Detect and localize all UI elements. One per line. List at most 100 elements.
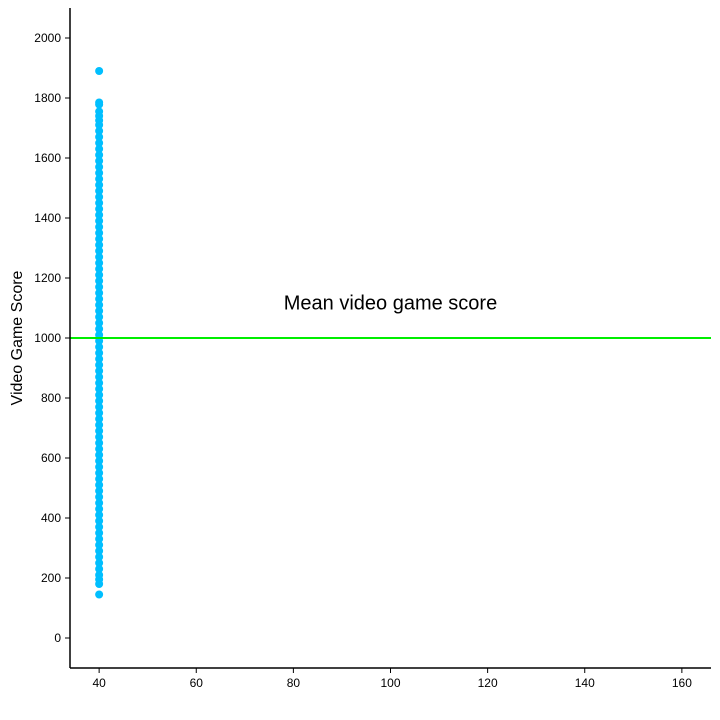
data-point bbox=[95, 319, 104, 327]
plot-area: Mean video game score bbox=[70, 67, 711, 599]
y-tick-label: 1000 bbox=[34, 331, 61, 345]
y-tick-label: 1200 bbox=[34, 271, 61, 285]
data-point bbox=[95, 139, 104, 147]
data-point bbox=[95, 283, 104, 291]
data-point bbox=[95, 229, 104, 237]
data-point bbox=[95, 67, 104, 75]
data-point bbox=[95, 253, 104, 261]
x-tick-label: 60 bbox=[190, 676, 204, 690]
data-point bbox=[95, 289, 104, 297]
y-tick-label: 400 bbox=[41, 511, 61, 525]
data-point bbox=[95, 475, 104, 483]
y-tick-label: 2000 bbox=[34, 31, 61, 45]
data-point bbox=[95, 397, 104, 405]
x-tick-label: 120 bbox=[478, 676, 498, 690]
data-point bbox=[95, 343, 104, 351]
data-point bbox=[95, 145, 104, 153]
data-point bbox=[95, 199, 104, 207]
data-point bbox=[95, 529, 104, 537]
data-point bbox=[95, 553, 104, 561]
data-point bbox=[95, 463, 104, 471]
data-point bbox=[95, 457, 104, 465]
data-point bbox=[95, 169, 104, 177]
data-point bbox=[95, 505, 104, 513]
data-point bbox=[95, 445, 104, 453]
data-point bbox=[95, 415, 104, 423]
data-point bbox=[95, 223, 104, 231]
data-point bbox=[95, 547, 104, 555]
mean-annotation-label: Mean video game score bbox=[284, 293, 497, 315]
data-point bbox=[95, 541, 104, 549]
data-point bbox=[95, 361, 104, 369]
data-point bbox=[95, 409, 104, 417]
data-point bbox=[95, 511, 104, 519]
data-point bbox=[95, 235, 104, 243]
data-point bbox=[95, 259, 104, 267]
data-point bbox=[95, 193, 104, 201]
data-point bbox=[95, 127, 104, 135]
data-point bbox=[95, 133, 104, 141]
data-point bbox=[95, 307, 104, 315]
data-point bbox=[95, 157, 104, 165]
data-point bbox=[95, 301, 104, 309]
data-point bbox=[95, 205, 104, 213]
data-point bbox=[95, 523, 104, 531]
data-point bbox=[95, 391, 104, 399]
data-point bbox=[95, 499, 104, 507]
data-point bbox=[95, 421, 104, 429]
data-point bbox=[95, 439, 104, 447]
data-point bbox=[95, 535, 104, 543]
y-tick-label: 800 bbox=[41, 391, 61, 405]
x-tick-label: 160 bbox=[672, 676, 692, 690]
y-tick-label: 600 bbox=[41, 451, 61, 465]
data-point bbox=[95, 175, 104, 183]
data-point bbox=[95, 277, 104, 285]
data-point bbox=[95, 313, 104, 321]
data-point bbox=[95, 451, 104, 459]
data-point bbox=[95, 493, 104, 501]
data-point bbox=[95, 121, 104, 129]
data-point bbox=[95, 187, 104, 195]
data-point bbox=[95, 559, 104, 567]
x-tick-label: 40 bbox=[92, 676, 106, 690]
data-point bbox=[95, 580, 104, 588]
data-point bbox=[95, 181, 104, 189]
y-tick-label: 1800 bbox=[34, 91, 61, 105]
data-point bbox=[95, 367, 104, 375]
data-point bbox=[95, 481, 104, 489]
y-tick-label: 1400 bbox=[34, 211, 61, 225]
data-point bbox=[95, 379, 104, 387]
y-tick-label: 1600 bbox=[34, 151, 61, 165]
data-point bbox=[95, 433, 104, 441]
data-point bbox=[95, 325, 104, 333]
data-point bbox=[95, 247, 104, 255]
y-tick-label: 0 bbox=[54, 631, 61, 645]
data-point bbox=[95, 385, 104, 393]
data-point bbox=[95, 163, 104, 171]
y-axis-title: Video Game Score bbox=[9, 270, 26, 405]
data-point bbox=[95, 265, 104, 273]
data-point bbox=[95, 403, 104, 411]
data-point bbox=[95, 217, 104, 225]
data-point bbox=[95, 565, 104, 573]
data-point bbox=[95, 151, 104, 159]
data-point bbox=[95, 590, 104, 599]
x-axis-ticks: 40 60 80 100 120 140 160 bbox=[92, 668, 692, 690]
data-point bbox=[95, 355, 104, 363]
data-point bbox=[95, 373, 104, 381]
data-point bbox=[95, 211, 104, 219]
y-axis-ticks: 0 200 400 600 800 1000 1200 1400 1600 1800 2000 bbox=[34, 31, 70, 645]
data-point bbox=[95, 469, 104, 477]
data-point bbox=[95, 271, 104, 279]
x-tick-label: 140 bbox=[575, 676, 595, 690]
y-tick-label: 200 bbox=[41, 571, 61, 585]
data-point bbox=[95, 427, 104, 435]
x-tick-label: 80 bbox=[287, 676, 301, 690]
data-point bbox=[95, 487, 104, 495]
data-point bbox=[95, 349, 104, 357]
data-point bbox=[95, 241, 104, 249]
data-point bbox=[95, 295, 104, 303]
data-point bbox=[95, 517, 104, 525]
data-point bbox=[95, 100, 104, 109]
